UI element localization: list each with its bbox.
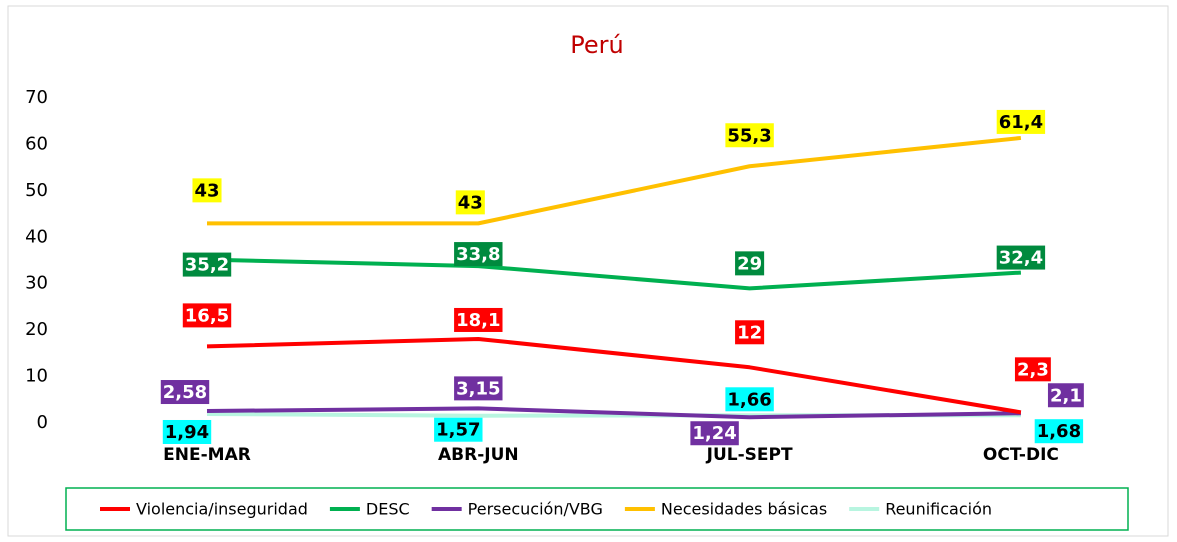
value-label-bg — [182, 252, 232, 277]
value-label: 12 — [735, 320, 765, 345]
value-label-bg — [1047, 383, 1084, 408]
value-label-text: 29 — [737, 253, 762, 274]
x-tick-label: ENE-MAR — [163, 445, 251, 465]
value-label-text: 2,3 — [1017, 359, 1049, 380]
value-label-text: 32,4 — [999, 248, 1043, 269]
y-tick-label: 40 — [25, 226, 48, 247]
value-label: 43 — [192, 178, 222, 203]
value-label-text: 1,68 — [1037, 421, 1081, 442]
value-label-bg — [454, 242, 503, 267]
value-label-text: 3,15 — [456, 378, 500, 399]
value-label: 61,4 — [996, 109, 1046, 134]
y-tick-label: 60 — [25, 133, 48, 154]
value-label: 55,3 — [725, 123, 774, 148]
value-label: 33,8 — [454, 242, 503, 267]
value-label-text: 55,3 — [727, 125, 771, 146]
value-label-bg — [725, 387, 774, 412]
value-label-text: 1,57 — [436, 420, 480, 441]
y-tick-label: 0 — [37, 412, 48, 433]
legend-box — [65, 487, 1129, 531]
value-label-text: 12 — [737, 322, 762, 343]
value-label-text: 61,4 — [999, 112, 1043, 133]
value-label-bg — [455, 190, 485, 215]
value-label: 1,66 — [725, 387, 774, 412]
value-label-bg — [1014, 357, 1051, 382]
value-label-bg — [690, 421, 739, 446]
value-label-bg — [162, 419, 212, 444]
x-tick-label: ABR-JUN — [438, 445, 519, 465]
value-label-bg — [454, 307, 503, 332]
value-label-bg — [182, 303, 232, 328]
y-tick-label: 30 — [25, 273, 48, 294]
value-label: 2,1 — [1047, 383, 1084, 408]
value-label-text: 16,5 — [185, 305, 229, 326]
value-label-bg — [996, 109, 1046, 134]
value-label: 1,24 — [690, 421, 739, 446]
value-label: 35,2 — [182, 252, 232, 277]
x-tick-label: JUL-SEPT — [706, 445, 793, 465]
x-tick-label: OCT-DIC — [983, 445, 1059, 465]
value-label-bg — [735, 320, 765, 345]
value-label: 29 — [735, 251, 765, 276]
series-line — [207, 135, 1022, 226]
value-label-text: 33,8 — [456, 244, 500, 265]
y-tick-label: 10 — [25, 366, 48, 387]
value-label-bg — [160, 380, 210, 405]
legend-label: Necesidades básicas — [661, 500, 827, 519]
legend-label: Reunificación — [885, 500, 992, 519]
value-label-text: 2,1 — [1050, 385, 1082, 406]
y-tick-label: 70 — [25, 87, 48, 108]
value-label: 2,3 — [1014, 357, 1051, 382]
series-line — [206, 336, 1022, 415]
value-label: 1,57 — [434, 417, 483, 442]
value-label: 32,4 — [996, 245, 1046, 270]
value-label-text: 18,1 — [456, 310, 500, 331]
value-label-text: 35,2 — [185, 255, 229, 276]
value-label: 1,94 — [162, 419, 212, 444]
value-label: 1,68 — [1034, 419, 1084, 444]
legend-label: DESC — [366, 500, 410, 519]
value-label-bg — [454, 376, 503, 401]
value-label: 3,15 — [454, 376, 503, 401]
value-label-bg — [1034, 419, 1084, 444]
value-label-bg — [434, 417, 483, 442]
y-tick-label: 20 — [25, 319, 48, 340]
value-label-text: 1,66 — [727, 389, 771, 410]
value-label-text: 1,94 — [165, 422, 209, 443]
value-label: 43 — [455, 190, 485, 215]
value-label-bg — [735, 251, 765, 276]
y-tick-label: 50 — [25, 180, 48, 201]
series-line — [206, 406, 1021, 420]
value-label-text: 43 — [194, 180, 219, 201]
value-label-bg — [725, 123, 774, 148]
value-label-bg — [996, 245, 1046, 270]
legend-label: Violencia/inseguridad — [136, 500, 308, 519]
value-label: 2,58 — [160, 380, 210, 405]
value-label-text: 1,24 — [692, 423, 736, 444]
series-line — [206, 257, 1022, 291]
value-label-bg — [192, 178, 222, 203]
value-label-text: 43 — [458, 192, 483, 213]
value-label: 16,5 — [182, 303, 232, 328]
legend-label: Persecución/VBG — [468, 500, 603, 519]
value-label: 18,1 — [454, 307, 503, 332]
value-label-text: 2,58 — [163, 382, 207, 403]
chart-title: Perú — [570, 31, 623, 59]
